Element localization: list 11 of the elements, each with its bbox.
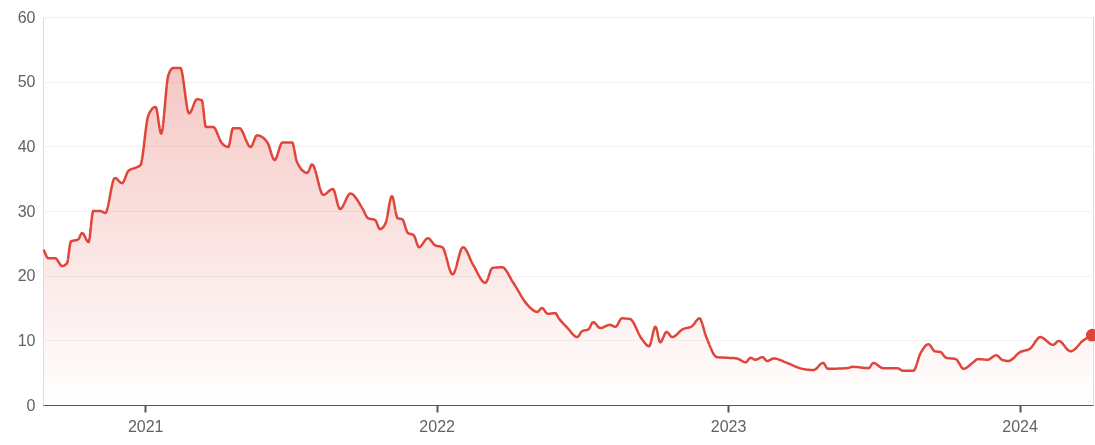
y-tick-label: 60 [17, 8, 36, 26]
y-tick-label: 40 [17, 137, 36, 155]
y-tick-label: 30 [17, 202, 36, 220]
y-tick-label: 0 [26, 396, 36, 414]
y-tick-label: 20 [17, 267, 36, 285]
x-tick-label: 2024 [1002, 417, 1038, 435]
y-tick-label: 50 [17, 73, 36, 91]
x-tick-label: 2021 [127, 417, 164, 435]
x-tick-label: 2022 [419, 417, 456, 435]
x-tick-label: 2023 [710, 417, 747, 435]
y-tick-label: 10 [17, 331, 36, 349]
